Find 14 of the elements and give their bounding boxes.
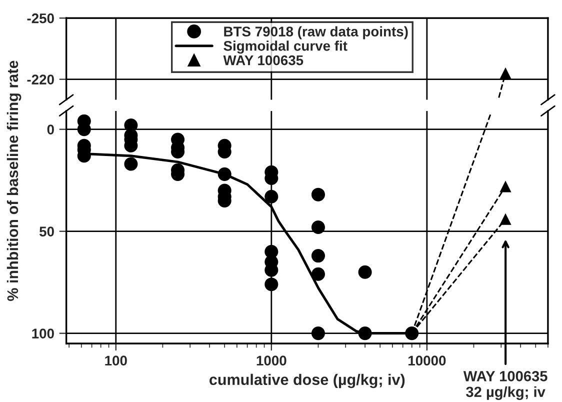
x-tick-label: 10000 [408,356,446,366]
y-axis-title: % inhbition of baseline firing rate [6,60,22,301]
x-tick-label: 1000 [256,356,286,366]
y-tick-label: 100 [32,328,54,338]
y-tick-label: -220 [27,74,54,84]
text: WAY 100635 32 µg/kg; iv [463,371,548,400]
legend-label: WAY 100635 [223,55,304,66]
x-axis-title: cumulative dose (µg/kg; iv) [210,374,405,388]
x-tick-label: 100 [105,356,127,366]
y-tick-label: -250 [27,13,54,24]
y-tick-label: 50 [39,226,54,236]
legend-label: Sigmoidal curve fit [224,40,348,54]
legend-label: BTS 79018 (raw data points) [224,26,408,40]
y-tick-label: 0 [47,124,54,134]
